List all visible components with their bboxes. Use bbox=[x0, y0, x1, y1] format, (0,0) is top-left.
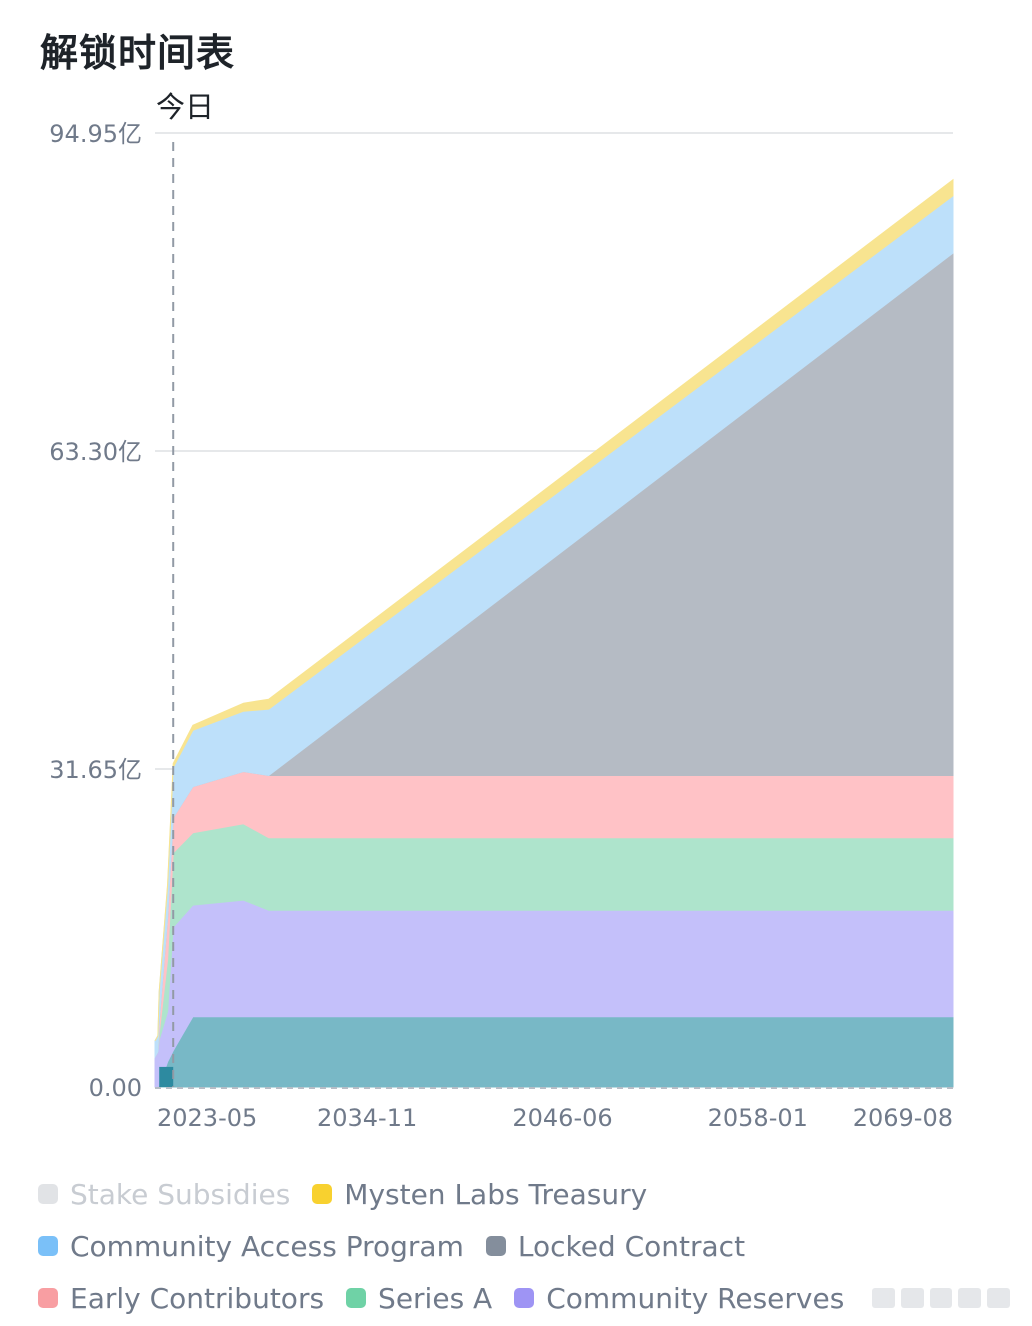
chart-legend: Stake Subsidies Mysten Labs Treasury Commu… bbox=[38, 1168, 998, 1324]
legend-swatch bbox=[38, 1184, 58, 1204]
x-tick-label: 2046-06 bbox=[512, 1104, 612, 1132]
x-tick-label: 2069-08 bbox=[853, 1104, 953, 1132]
y-tick-label: 0.00 bbox=[89, 1074, 142, 1102]
legend-label: Mysten Labs Treasury bbox=[344, 1177, 648, 1211]
legend-item-early-contributors[interactable]: Early Contributors bbox=[38, 1282, 324, 1315]
x-tick-label: 2023-05 bbox=[157, 1104, 257, 1132]
legend-label: Locked Contract bbox=[517, 1229, 746, 1263]
legend-label: Stake Subsidies bbox=[70, 1177, 291, 1211]
legend-item-stake-subsidies[interactable]: Stake Subsidies bbox=[38, 1178, 290, 1211]
legend-swatch bbox=[38, 1288, 58, 1308]
legend-item-locked-contract[interactable]: Locked Contract bbox=[485, 1229, 746, 1263]
legend-label: Community Reserves bbox=[546, 1281, 845, 1315]
x-tick-label: 2058-01 bbox=[708, 1104, 808, 1132]
legend-label: Community Access Program bbox=[70, 1229, 464, 1263]
x-tick-label: 2034-11 bbox=[317, 1104, 417, 1132]
area-community-reserves bbox=[155, 1016, 954, 1088]
legend-item-community-reserves[interactable]: Community Reserves bbox=[514, 1282, 844, 1315]
y-tick-label: 94.95亿 bbox=[49, 120, 142, 148]
page-title: 解锁时间表 bbox=[40, 31, 236, 75]
early-unlock-mark bbox=[159, 1066, 174, 1087]
legend-row: Early Contributors Series A Community Rese… bbox=[38, 1272, 998, 1324]
area-mysten-labs-treasury bbox=[154, 178, 954, 1042]
legend-label: Early Contributors bbox=[70, 1281, 325, 1315]
legend-label: Series A bbox=[378, 1281, 493, 1315]
legend-swatch bbox=[312, 1184, 333, 1204]
legend-swatch bbox=[485, 1236, 506, 1256]
watermark bbox=[872, 1288, 1010, 1308]
legend-item-series-a[interactable]: Series A bbox=[346, 1282, 492, 1315]
legend-swatch bbox=[346, 1288, 367, 1308]
legend-swatch bbox=[38, 1236, 58, 1256]
legend-item-community-access-program[interactable]: Community Access Program bbox=[38, 1230, 464, 1263]
y-tick-label: 31.65亿 bbox=[49, 756, 142, 784]
y-tick-label: 63.30亿 bbox=[49, 438, 142, 466]
legend-row: Stake Subsidies Mysten Labs Treasury bbox=[38, 1168, 998, 1220]
legend-row: Community Access Program Locked Contract bbox=[38, 1220, 998, 1272]
today-label: 今日 bbox=[156, 90, 214, 124]
legend-item-mysten-labs-treasury[interactable]: Mysten Labs Treasury bbox=[312, 1178, 647, 1211]
legend-swatch bbox=[514, 1288, 535, 1308]
